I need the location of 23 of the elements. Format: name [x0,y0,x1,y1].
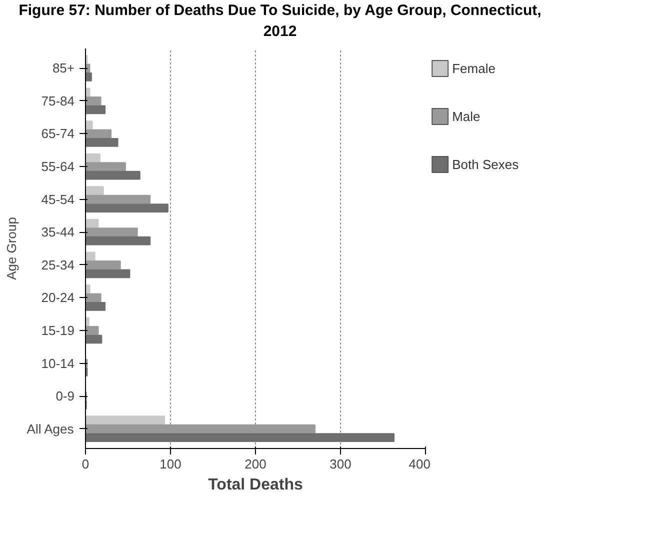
chart-title: Figure 57: Number of Deaths Due To Suicide, by Age Group, Connecticut, 2012 [18,1,542,42]
x-tick-label: 0 [82,456,90,472]
y-tick-label: 65-74 [41,126,74,142]
y-tick-label: All Ages [26,421,74,436]
x-tick-label: 200 [244,456,266,472]
y-tick-label: 0-9 [56,388,75,404]
y-tick-label: 15-19 [41,322,74,338]
legend-label: Both Sexes [452,156,520,172]
y-axis-title: Age Group [4,216,19,280]
y-tick-label: 75-84 [41,93,74,108]
x-tick-label: 100 [160,456,182,472]
y-tick-label: 20-24 [41,290,74,306]
y-tick-label: 55-64 [41,158,74,174]
y-tick-label: 25-34 [41,257,74,272]
x-axis-title: Total Deaths [208,476,304,494]
y-tick-label: 10-14 [41,356,74,371]
y-tick-label: 85+ [52,60,75,76]
legend-label: Female [452,60,496,76]
y-tick-label: 45-54 [41,192,74,207]
y-tick-label: 35-44 [41,224,74,240]
x-tick-label: 300 [330,456,352,472]
x-tick-label: 400 [408,456,431,472]
legend-label: Male [452,108,480,124]
